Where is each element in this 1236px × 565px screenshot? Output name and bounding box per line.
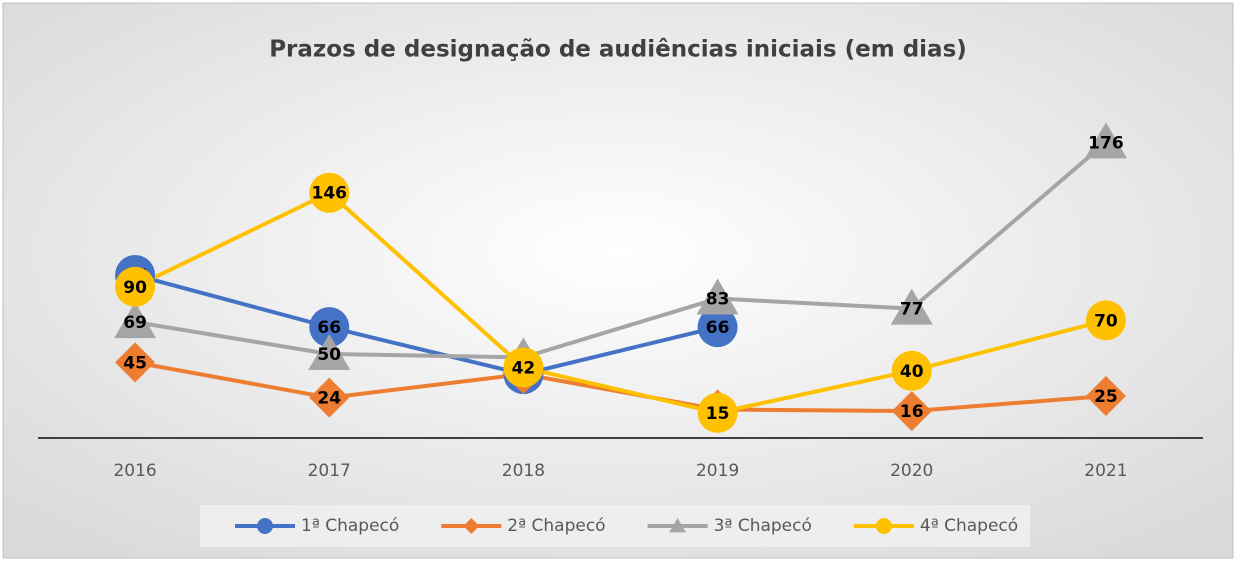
data-point bbox=[697, 392, 738, 433]
data-label: 16 bbox=[900, 402, 924, 422]
x-tick-label: 2019 bbox=[696, 461, 739, 481]
data-label: 45 bbox=[123, 353, 147, 373]
data-point bbox=[1084, 122, 1127, 159]
data-point bbox=[309, 172, 350, 213]
data-label: 83 bbox=[706, 290, 730, 310]
x-tick-label: 2018 bbox=[502, 461, 545, 481]
legend-marker bbox=[257, 518, 273, 534]
data-label: 146 bbox=[312, 184, 348, 204]
data-point bbox=[890, 288, 933, 325]
series-line bbox=[134, 140, 1108, 360]
data-point bbox=[891, 350, 932, 391]
data-point bbox=[1085, 376, 1126, 416]
data-label: 24 bbox=[317, 389, 341, 409]
x-tick-label: 2017 bbox=[308, 461, 351, 481]
data-label: 66 bbox=[706, 318, 730, 338]
data-label: 15 bbox=[706, 404, 730, 424]
data-label: 77 bbox=[900, 300, 924, 320]
legend-label: 4ª Chapecó bbox=[920, 516, 1018, 536]
data-label: 66 bbox=[317, 318, 341, 338]
x-tick-label: 2021 bbox=[1084, 461, 1127, 481]
data-label: 40 bbox=[900, 362, 924, 382]
data-label: 50 bbox=[317, 345, 341, 365]
series-line bbox=[134, 190, 1107, 415]
data-point bbox=[891, 391, 932, 432]
legend-marker bbox=[875, 518, 892, 534]
x-tick-label: 2016 bbox=[113, 461, 156, 481]
data-label: 25 bbox=[1094, 387, 1118, 407]
legend-marker bbox=[669, 518, 686, 533]
legend-label: 2ª Chapecó bbox=[507, 516, 605, 536]
data-label: 69 bbox=[123, 313, 147, 333]
data-point bbox=[115, 266, 156, 307]
legend-label: 3ª Chapecó bbox=[714, 516, 812, 536]
data-label: 70 bbox=[1094, 311, 1118, 331]
data-point bbox=[503, 347, 544, 388]
data-point bbox=[115, 342, 156, 383]
chart-title: Prazos de designação de audiências inici… bbox=[269, 37, 967, 63]
legend-marker bbox=[463, 518, 480, 534]
data-label: 42 bbox=[512, 358, 536, 378]
data-point bbox=[309, 377, 350, 418]
data-label: 90 bbox=[123, 278, 147, 298]
series-line bbox=[134, 273, 719, 377]
data-point bbox=[308, 334, 351, 370]
data-point bbox=[1085, 300, 1126, 341]
data-point bbox=[114, 302, 157, 339]
data-point bbox=[309, 307, 350, 348]
x-tick-label: 2020 bbox=[890, 461, 933, 481]
data-point bbox=[696, 278, 739, 315]
legend-label: 1ª Chapecó bbox=[301, 516, 399, 536]
data-label: 176 bbox=[1088, 133, 1124, 153]
data-point bbox=[697, 307, 738, 348]
